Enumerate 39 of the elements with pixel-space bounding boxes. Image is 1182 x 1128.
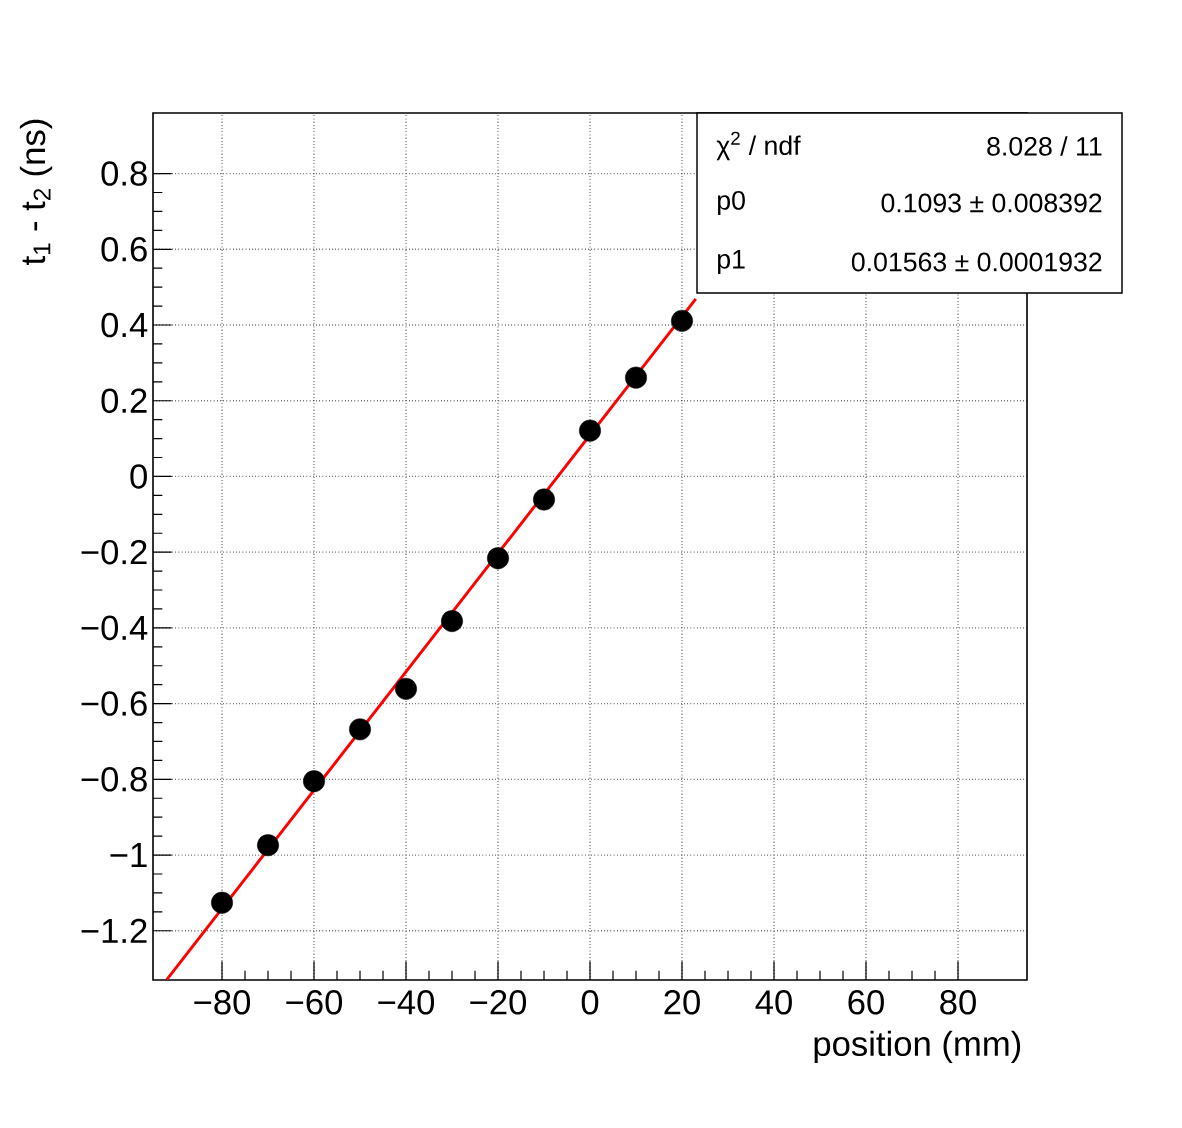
y-tick-label: 0 [130,464,147,489]
y-tick-label: −0.4 [81,615,148,641]
annotation: p0 [717,190,745,216]
y-tick-label: −1.2 [81,918,147,943]
y-tick-label: −1 [110,843,147,867]
x-tick-label: 80 [940,990,976,1015]
point [395,677,417,700]
point [625,366,647,389]
point [211,891,233,914]
point [487,547,509,570]
y-tick-label: 0.8 [101,161,147,186]
x-tick-label: 60 [848,990,884,1015]
y-tick-label: 0.4 [101,312,148,338]
y-tick-label: −0.6 [81,691,147,716]
annotation: 0.1093 ± 0.008392 [881,193,1102,213]
x-tick-label: 0 [581,990,599,1015]
point [257,834,279,857]
x-tick-label: −60 [286,990,343,1015]
x-tick-label: 40 [755,990,792,1015]
y-tick-label: −0.8 [81,767,147,792]
point [441,610,463,633]
x-tick-label: −20 [470,990,527,1015]
y-axis-title: t$_{1}$ - t$_{2}$ (ns) [19,119,53,265]
point [671,309,693,332]
x-tick-label: 20 [664,990,700,1015]
y-tick-label: −0.2 [81,539,147,565]
point [579,419,601,442]
y-tick-label: 0.2 [101,388,147,413]
x-tick-label: −40 [378,990,435,1015]
annotation: 8.028 / 11 [987,136,1102,156]
annotation: 0.01563 ± 0.0001932 [851,252,1102,272]
point [349,718,371,741]
annotation: p1 [717,250,745,274]
point [303,770,325,793]
annotation: χ$^{2}$ / ndf [716,131,801,161]
x-axis-title: position (mm) [814,1030,1021,1063]
point [533,488,555,511]
y-tick-label: 0.6 [101,237,147,262]
x-tick-label: −80 [194,990,251,1015]
